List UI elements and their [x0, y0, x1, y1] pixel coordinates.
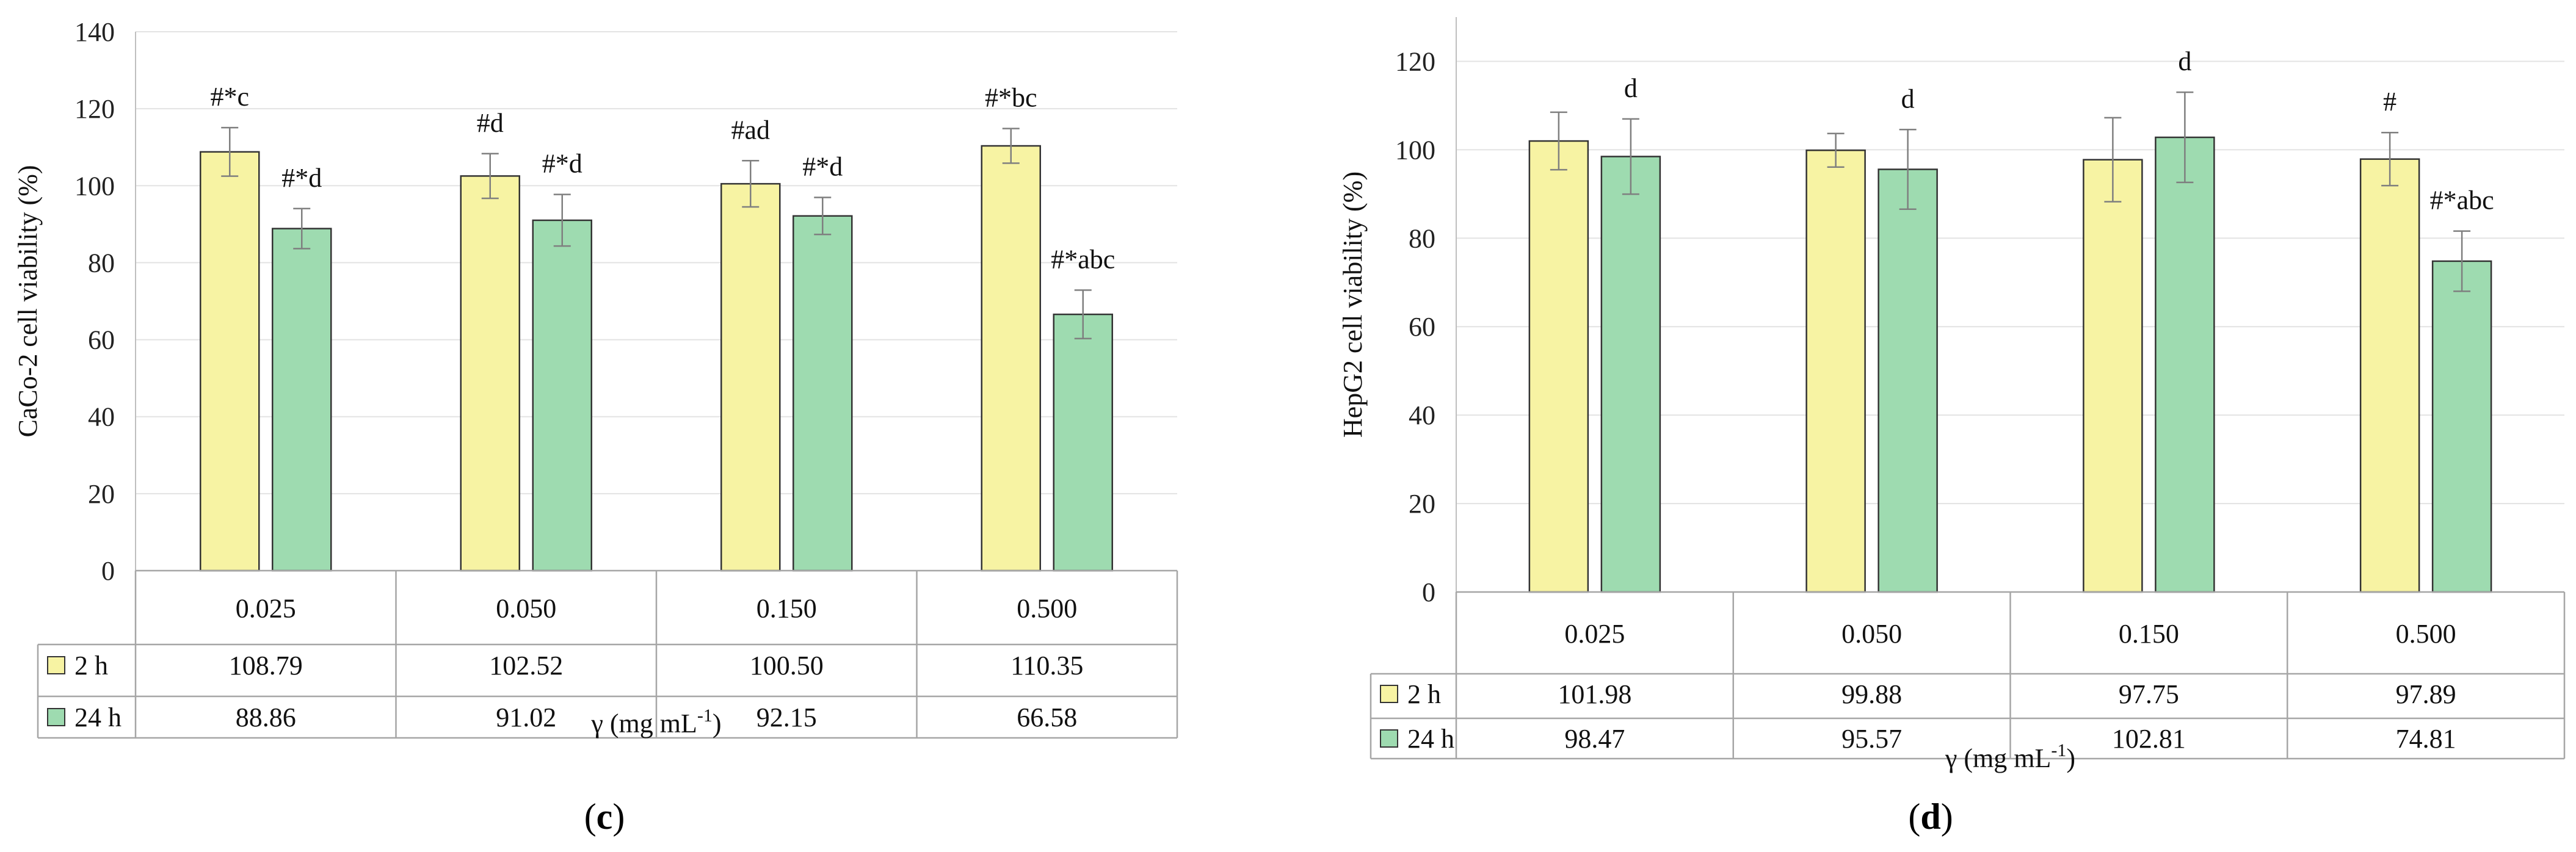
- x-axis-title-end: ): [2066, 743, 2075, 773]
- bar-2h-0.150: [2083, 159, 2143, 593]
- bar-24h-0.025: [1600, 156, 1661, 593]
- category-label: 0.050: [496, 594, 556, 624]
- bar-24h-0.050: [1878, 168, 1938, 593]
- significance-label: #*abc: [1051, 244, 1115, 274]
- table-cell: 99.88: [1841, 679, 1902, 709]
- y-tick-label: 120: [1395, 46, 1435, 76]
- table-cell: 110.35: [1010, 651, 1083, 681]
- table-cell: 74.81: [2396, 724, 2456, 754]
- bar-24h-0.025: [272, 228, 332, 572]
- table-cell: 97.89: [2396, 679, 2456, 709]
- significance-label: #*bc: [985, 83, 1037, 113]
- x-axis-title-sup: -1: [697, 706, 713, 726]
- bar-2h-0.025: [200, 151, 260, 572]
- x-axis-title: γ (mg mL-1): [590, 706, 721, 738]
- bar-24h-0.050: [532, 219, 592, 572]
- legend-label: 24 h: [74, 702, 122, 732]
- table-cell: 97.75: [2119, 679, 2179, 709]
- legend-label: 24 h: [1407, 724, 1454, 754]
- significance-label: d: [1901, 84, 1915, 114]
- panel-label-close: ): [612, 796, 625, 837]
- y-tick-label: 140: [74, 17, 115, 47]
- bar-2h-0.025: [1528, 140, 1589, 593]
- bar-24h-0.500: [2431, 260, 2492, 593]
- significance-label: #*abc: [2430, 186, 2494, 215]
- significance-label: #*d: [542, 149, 582, 179]
- y-axis-title: HepG2 cell viability (%): [1338, 171, 1368, 438]
- category-label: 0.500: [1017, 594, 1077, 624]
- category-label: 0.050: [1841, 619, 1902, 649]
- y-tick-label: 40: [88, 402, 115, 432]
- panel-label: (c): [584, 796, 625, 837]
- significance-label: d: [2178, 46, 2191, 76]
- panel-label-open: (: [1908, 796, 1920, 837]
- bar-2h-0.500: [981, 145, 1041, 572]
- significance-label: d: [1624, 73, 1638, 103]
- significance-label: #*d: [802, 152, 843, 182]
- category-label: 0.150: [2119, 619, 2179, 649]
- bar-2h-0.150: [720, 182, 781, 572]
- bar-2h-0.050: [460, 175, 520, 572]
- table-cell: 102.81: [2112, 724, 2186, 754]
- x-axis-title-sup: -1: [2051, 740, 2066, 760]
- legend-swatch: [47, 708, 65, 726]
- table-cell: 91.02: [496, 702, 556, 732]
- category-label: 0.025: [236, 594, 296, 624]
- x-axis-title-main: γ (mg mL: [1945, 743, 2051, 773]
- y-axis-title: CaCo-2 cell viability (%): [13, 165, 43, 438]
- panel-label: (d): [1908, 796, 1953, 837]
- y-tick-label: 80: [88, 248, 115, 278]
- y-tick-label: 120: [74, 94, 115, 124]
- legend-label: 2 h: [1407, 679, 1441, 709]
- significance-label: #ad: [731, 115, 770, 145]
- significance-label: #: [2383, 87, 2396, 117]
- panel-label-close: ): [1941, 796, 1953, 837]
- y-tick-label: 60: [88, 325, 115, 355]
- y-tick-label: 40: [1409, 400, 1435, 430]
- table-cell: 100.50: [750, 651, 824, 681]
- table-cell: 95.57: [1841, 724, 1902, 754]
- x-axis-title-main: γ (mg mL: [590, 709, 697, 738]
- y-tick-label: 100: [74, 171, 115, 201]
- y-tick-label: 0: [1422, 577, 1435, 607]
- y-tick-label: 0: [101, 556, 115, 586]
- x-axis-title: γ (mg mL-1): [1945, 740, 2075, 773]
- y-tick-label: 20: [88, 479, 115, 509]
- y-tick-label: 80: [1409, 223, 1435, 253]
- legend-swatch: [47, 656, 65, 674]
- legend-swatch: [1380, 685, 1398, 703]
- bar-24h-0.500: [1053, 313, 1113, 572]
- table-cell: 108.79: [229, 651, 303, 681]
- significance-label: #*d: [281, 163, 322, 193]
- table-cell: 102.52: [489, 651, 563, 681]
- bar-24h-0.150: [2155, 136, 2215, 593]
- panel-label-letter: d: [1920, 796, 1940, 837]
- legend-label: 2 h: [74, 651, 108, 681]
- category-label: 0.025: [1564, 619, 1625, 649]
- y-tick-label: 20: [1409, 489, 1435, 519]
- chart-d: 0 20 40 60 80 100 120 HepG2 cell viability (%) d…: [1338, 17, 2566, 837]
- bar-2h-0.050: [1805, 150, 1866, 593]
- category-label: 0.150: [756, 594, 817, 624]
- table-cell: 92.15: [756, 702, 817, 732]
- panel-label-open: (: [584, 796, 597, 837]
- table-cell: 66.58: [1017, 702, 1077, 732]
- bar-2h-0.500: [2359, 158, 2420, 593]
- bar-24h-0.150: [793, 215, 853, 572]
- table-cell: 101.98: [1558, 679, 1631, 709]
- legend-swatch: [1380, 729, 1398, 748]
- category-label: 0.500: [2396, 619, 2456, 649]
- chart-c: 0 20 40 60 80 100 120 140 CaCo-2 cell viability …: [13, 17, 1178, 837]
- table-cell: 88.86: [236, 702, 296, 732]
- significance-label: #*c: [210, 82, 249, 112]
- table-cell: 98.47: [1564, 724, 1625, 754]
- x-axis-title-end: ): [713, 709, 722, 738]
- panel-label-letter: c: [597, 796, 613, 837]
- y-tick-label: 60: [1409, 312, 1435, 342]
- significance-label: #d: [477, 108, 504, 138]
- y-tick-label: 100: [1395, 135, 1435, 165]
